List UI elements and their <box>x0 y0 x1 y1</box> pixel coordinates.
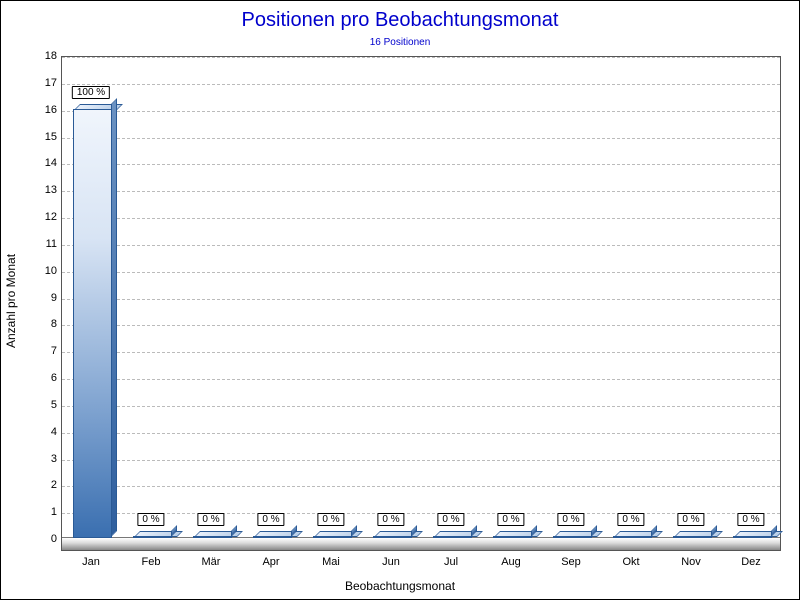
grid-line <box>62 57 780 58</box>
bar <box>493 536 532 538</box>
percent-label: 100 % <box>72 86 110 99</box>
percent-label: 0 % <box>197 513 224 526</box>
percent-label: 0 % <box>497 513 524 526</box>
bar <box>433 536 472 538</box>
grid-line <box>62 513 780 514</box>
percent-label: 0 % <box>557 513 584 526</box>
percent-label: 0 % <box>137 513 164 526</box>
bar <box>373 536 412 538</box>
y-tick-label: 7 <box>7 345 57 357</box>
x-tick-label: Nov <box>681 556 701 568</box>
x-tick-label: Okt <box>622 556 639 568</box>
x-tick-label: Jul <box>444 556 458 568</box>
x-tick-label: Mär <box>202 556 221 568</box>
chart-subtitle: 16 Positionen <box>1 37 799 48</box>
y-tick-label: 6 <box>7 372 57 384</box>
y-tick-label: 10 <box>7 265 57 277</box>
y-tick-label: 18 <box>7 50 57 62</box>
percent-label: 0 % <box>677 513 704 526</box>
grid-line <box>62 406 780 407</box>
grid-line <box>62 245 780 246</box>
bar <box>73 109 112 538</box>
y-tick-label: 8 <box>7 318 57 330</box>
x-tick-label: Aug <box>501 556 521 568</box>
grid-line <box>62 352 780 353</box>
chart-title: Positionen pro Beobachtungsmonat <box>1 9 799 32</box>
plot-floor <box>62 537 780 550</box>
grid-line <box>62 486 780 487</box>
chart-container: Positionen pro Beobachtungsmonat 16 Posi… <box>0 0 800 600</box>
grid-line <box>62 111 780 112</box>
y-tick-label: 4 <box>7 426 57 438</box>
bar <box>193 536 232 538</box>
grid-line <box>62 325 780 326</box>
grid-line <box>62 164 780 165</box>
percent-label: 0 % <box>437 513 464 526</box>
grid-line <box>62 460 780 461</box>
x-tick-label: Dez <box>741 556 761 568</box>
grid-line <box>62 379 780 380</box>
grid-line <box>62 218 780 219</box>
y-tick-label: 2 <box>7 479 57 491</box>
x-tick-label: Jun <box>382 556 400 568</box>
grid-line <box>62 272 780 273</box>
percent-label: 0 % <box>317 513 344 526</box>
y-tick-label: 1 <box>7 506 57 518</box>
y-tick-label: 5 <box>7 399 57 411</box>
x-tick-label: Feb <box>142 556 161 568</box>
y-tick-label: 14 <box>7 157 57 169</box>
y-tick-label: 15 <box>7 131 57 143</box>
bar <box>733 536 772 538</box>
x-tick-label: Jan <box>82 556 100 568</box>
percent-label: 0 % <box>377 513 404 526</box>
y-tick-label: 13 <box>7 184 57 196</box>
y-tick-label: 11 <box>7 238 57 250</box>
bar <box>313 536 352 538</box>
grid-line <box>62 191 780 192</box>
percent-label: 0 % <box>257 513 284 526</box>
x-tick-label: Apr <box>262 556 279 568</box>
x-tick-label: Mai <box>322 556 340 568</box>
y-tick-label: 12 <box>7 211 57 223</box>
y-tick-label: 9 <box>7 292 57 304</box>
grid-line <box>62 299 780 300</box>
y-tick-label: 16 <box>7 104 57 116</box>
grid-line <box>62 138 780 139</box>
y-tick-label: 0 <box>7 533 57 545</box>
percent-label: 0 % <box>617 513 644 526</box>
plot-area <box>61 56 781 551</box>
bar <box>553 536 592 538</box>
bar <box>253 536 292 538</box>
bar <box>673 536 712 538</box>
grid-line <box>62 84 780 85</box>
y-tick-label: 3 <box>7 453 57 465</box>
bar <box>133 536 172 538</box>
y-tick-label: 17 <box>7 77 57 89</box>
x-tick-label: Sep <box>561 556 581 568</box>
bar <box>613 536 652 538</box>
grid-line <box>62 433 780 434</box>
percent-label: 0 % <box>737 513 764 526</box>
x-axis-label: Beobachtungsmonat <box>1 579 799 593</box>
